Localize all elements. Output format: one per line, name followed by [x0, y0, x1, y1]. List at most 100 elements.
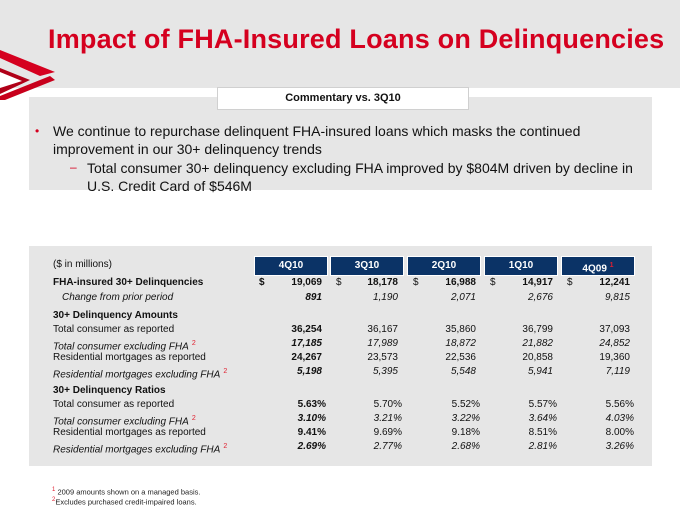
footnote-text: Excludes purchased credit-impaired loans… [55, 497, 197, 507]
row-label-text: Residential mortgages excluding FHA [53, 444, 221, 456]
footnote-text: 2009 amounts shown on a managed basis. [57, 487, 201, 497]
row-label: Residential mortgages as reported [53, 352, 206, 364]
table-cell: 2,071 [450, 292, 476, 303]
table-cell: 9.69% [373, 427, 402, 438]
row-label: Residential mortgages excluding FHA 2 [53, 366, 227, 381]
row-label-text: Total consumer as reported [53, 399, 175, 410]
table-cell: 22,536 [445, 352, 476, 363]
column-header-2q10: 2Q10 [407, 256, 481, 276]
row-label: Total consumer as reported [53, 324, 174, 336]
table-cell: 37,093 [599, 324, 630, 335]
table-cell: 2.69% [297, 441, 326, 452]
table-cell: 3.22% [451, 413, 480, 424]
column-label: 4Q10 [278, 260, 304, 271]
table-cell: 23,573 [367, 352, 398, 363]
footnote-mark: 2 [223, 443, 228, 450]
column-header-1q10: 1Q10 [484, 256, 558, 276]
table-cell: 3.64% [528, 413, 557, 424]
page-title: Impact of FHA-Insured Loans on Delinquen… [48, 24, 665, 54]
table-cell: 19,069 [291, 277, 322, 288]
row-label-text: FHA-insured 30+ Delinquencies [53, 277, 204, 288]
table-cell: 4.03% [605, 413, 634, 424]
section-heading: 30+ Delinquency Ratios [53, 385, 166, 397]
dollar-sign: $ [490, 277, 496, 288]
column-header-4q09: 4Q09 1 [561, 256, 635, 276]
row-label: FHA-insured 30+ Delinquencies [53, 277, 203, 289]
dollar-sign: $ [259, 277, 265, 288]
title-band [0, 0, 680, 88]
row-label: Total consumer as reported [53, 399, 174, 411]
table-cell: 2.77% [373, 441, 402, 452]
row-label-text: Total consumer as reported [53, 324, 175, 335]
footnote-mark: 1 [609, 262, 614, 269]
column-label: 2Q10 [431, 260, 457, 271]
table-cell: 17,185 [291, 338, 322, 349]
table-cell: 2.68% [451, 441, 480, 452]
dash-icon: – [70, 160, 77, 174]
table-cell: 35,860 [445, 324, 476, 335]
column-label: 3Q10 [354, 260, 380, 271]
table-cell: 36,254 [291, 324, 322, 335]
bullet-icon: • [35, 124, 40, 138]
table-cell: 9.41% [297, 427, 326, 438]
table-cell: 3.10% [297, 413, 326, 424]
dollar-sign: $ [567, 277, 573, 288]
table-cell: 21,882 [522, 338, 553, 349]
table-cell: 5,548 [450, 366, 476, 377]
table-cell: 24,852 [599, 338, 630, 349]
commentary-panel [29, 97, 652, 190]
column-header-3q10: 3Q10 [330, 256, 404, 276]
table-cell: 9,815 [604, 292, 630, 303]
bullet-text: We continue to repurchase delinquent FHA… [53, 123, 581, 157]
table-cell: 9.18% [451, 427, 480, 438]
table-cell: 5.56% [605, 399, 634, 410]
table-cell: 36,167 [367, 324, 398, 335]
table-cell: 17,989 [367, 338, 398, 349]
table-cell: 18,872 [445, 338, 476, 349]
table-cell: 1,190 [372, 292, 398, 303]
row-label-text: Residential mortgages as reported [53, 427, 206, 438]
table-cell: 18,178 [367, 277, 398, 288]
column-label: 1Q10 [508, 260, 534, 271]
row-label-text: Residential mortgages as reported [53, 352, 206, 363]
row-label: Residential mortgages excluding FHA 2 [53, 441, 227, 456]
table-cell: 8.51% [528, 427, 557, 438]
column-header-4q10: 4Q10 [254, 256, 328, 276]
table-cell: 14,917 [522, 277, 553, 288]
units-label: ($ in millions) [53, 259, 112, 270]
table-cell: 5,395 [372, 366, 398, 377]
table-cell: 12,241 [599, 277, 630, 288]
table-cell: 36,799 [522, 324, 553, 335]
table-panel [29, 246, 652, 466]
table-cell: 3.21% [373, 413, 402, 424]
row-label: Residential mortgages as reported [53, 427, 206, 439]
table-cell: 5.63% [297, 399, 326, 410]
flag-logo-icon [0, 50, 55, 100]
table-cell: 20,858 [522, 352, 553, 363]
table-cell: 2,676 [527, 292, 553, 303]
table-cell: 5,941 [527, 366, 553, 377]
footnote-2: 2Excludes purchased credit-impaired loan… [52, 497, 197, 507]
row-label-text: 30+ Delinquency Amounts [53, 310, 178, 321]
sub-bullet-text: Total consumer 30+ delinquency excluding… [87, 160, 633, 194]
row-label-text: Total consumer excluding FHA [53, 341, 189, 353]
footnote-mark: 1 [52, 487, 56, 493]
commentary-header: Commentary vs. 3Q10 [217, 87, 469, 110]
row-label-text: Residential mortgages excluding FHA [53, 369, 221, 381]
table-cell: 5.57% [528, 399, 557, 410]
table-cell: 891 [305, 292, 322, 303]
column-label: 4Q09 [582, 263, 607, 275]
footnote-mark: 2 [191, 340, 196, 347]
table-cell: 24,267 [291, 352, 322, 363]
footnote-mark: 2 [52, 497, 56, 503]
table-cell: 3.26% [605, 441, 634, 452]
row-label-text: Total consumer excluding FHA [53, 416, 189, 428]
table-cell: 5.52% [451, 399, 480, 410]
row-label: Total consumer excluding FHA 2 [53, 413, 196, 428]
dollar-sign: $ [336, 277, 342, 288]
table-cell: 8.00% [605, 427, 634, 438]
table-cell: 5,198 [296, 366, 322, 377]
table-cell: 7,119 [605, 366, 630, 377]
footnote-1: 1 2009 amounts shown on a managed basis. [52, 487, 200, 497]
